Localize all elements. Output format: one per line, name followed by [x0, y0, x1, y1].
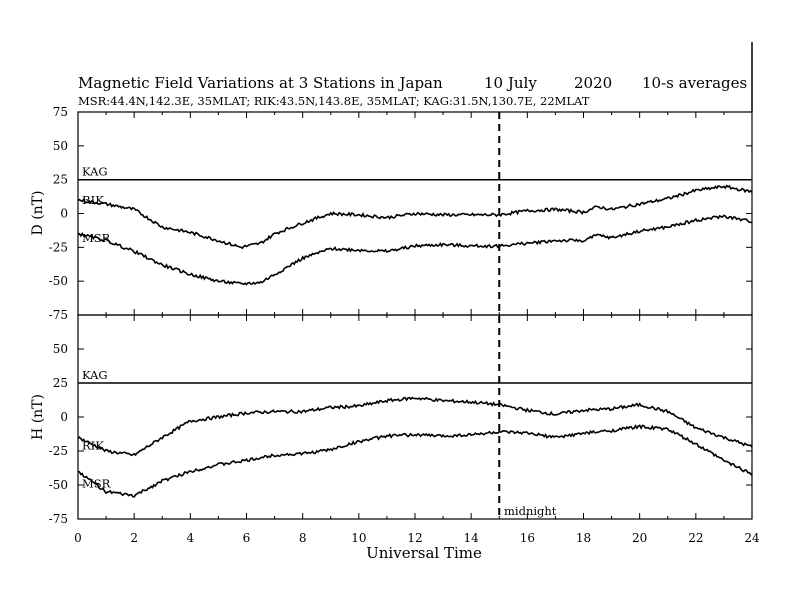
- x-tick-label: 4: [187, 531, 195, 545]
- panel-h-frame: [77, 314, 753, 520]
- panel-d-ylabel: D (nT): [30, 191, 46, 236]
- series-line-d-msr: [77, 214, 753, 286]
- station-label-kag: KAG: [82, 368, 108, 382]
- series-labels-layer: KAG RIK MSR KAG RIK MSR: [82, 165, 111, 491]
- x-tick-label: 12: [407, 531, 422, 545]
- x-tick-label: 8: [299, 531, 307, 545]
- y-tick-label: 50: [53, 139, 68, 153]
- x-tick-label: 14: [464, 531, 480, 545]
- y-tick-label: -25: [49, 444, 68, 458]
- x-tick-label: 22: [688, 531, 703, 545]
- chart-date: 10 July: [484, 74, 537, 92]
- y-tick-label: 25: [53, 173, 68, 187]
- series-layer: [77, 178, 753, 498]
- chart-averaging: 10-s averages: [642, 74, 747, 92]
- chart-year: 2020: [574, 74, 612, 92]
- midnight-label: midnight: [504, 504, 557, 518]
- y-tick-label: -50: [49, 274, 68, 288]
- station-label-rik: RIK: [82, 438, 104, 452]
- x-tick-label: 18: [576, 531, 591, 545]
- x-tick-label: 16: [520, 531, 535, 545]
- station-label-msr: MSR: [82, 476, 111, 490]
- x-tick-label: 2: [130, 531, 138, 545]
- x-tick-label: 10: [351, 531, 366, 545]
- station-label-msr: MSR: [82, 231, 111, 245]
- ticks-layer: 0 2 4 6 8 10 12 14 16 18 20 22 247550250-25-50-75502…: [49, 105, 760, 545]
- panel-h-ylabel: H (nT): [30, 394, 46, 440]
- series-line-h-rik: [77, 396, 753, 457]
- y-tick-label: 0: [60, 410, 68, 424]
- y-tick-label: -75: [49, 512, 68, 526]
- station-label-rik: RIK: [82, 193, 104, 207]
- x-tick-label: 20: [632, 531, 647, 545]
- series-line-h-msr: [77, 424, 753, 498]
- chart-title: Magnetic Field Variations at 3 Stations …: [78, 74, 443, 92]
- station-info: MSR:44.4N,142.3E, 35MLAT; RIK:43.5N,143.…: [78, 94, 590, 108]
- station-label-kag: KAG: [82, 165, 108, 179]
- x-axis-label: Universal Time: [366, 544, 482, 562]
- y-tick-label: 50: [53, 342, 68, 356]
- panel-d-frame: [77, 111, 753, 316]
- y-tick-label: -75: [49, 308, 68, 322]
- y-tick-label: -50: [49, 478, 68, 492]
- series-line-d-rik: [77, 184, 753, 250]
- y-tick-label: 0: [60, 207, 68, 221]
- x-tick-label: 6: [243, 531, 251, 545]
- y-tick-label: 75: [53, 105, 68, 119]
- y-tick-label: 25: [53, 376, 68, 390]
- x-tick-label: 24: [744, 531, 760, 545]
- x-tick-label: 0: [74, 531, 82, 545]
- y-tick-label: -25: [49, 240, 68, 254]
